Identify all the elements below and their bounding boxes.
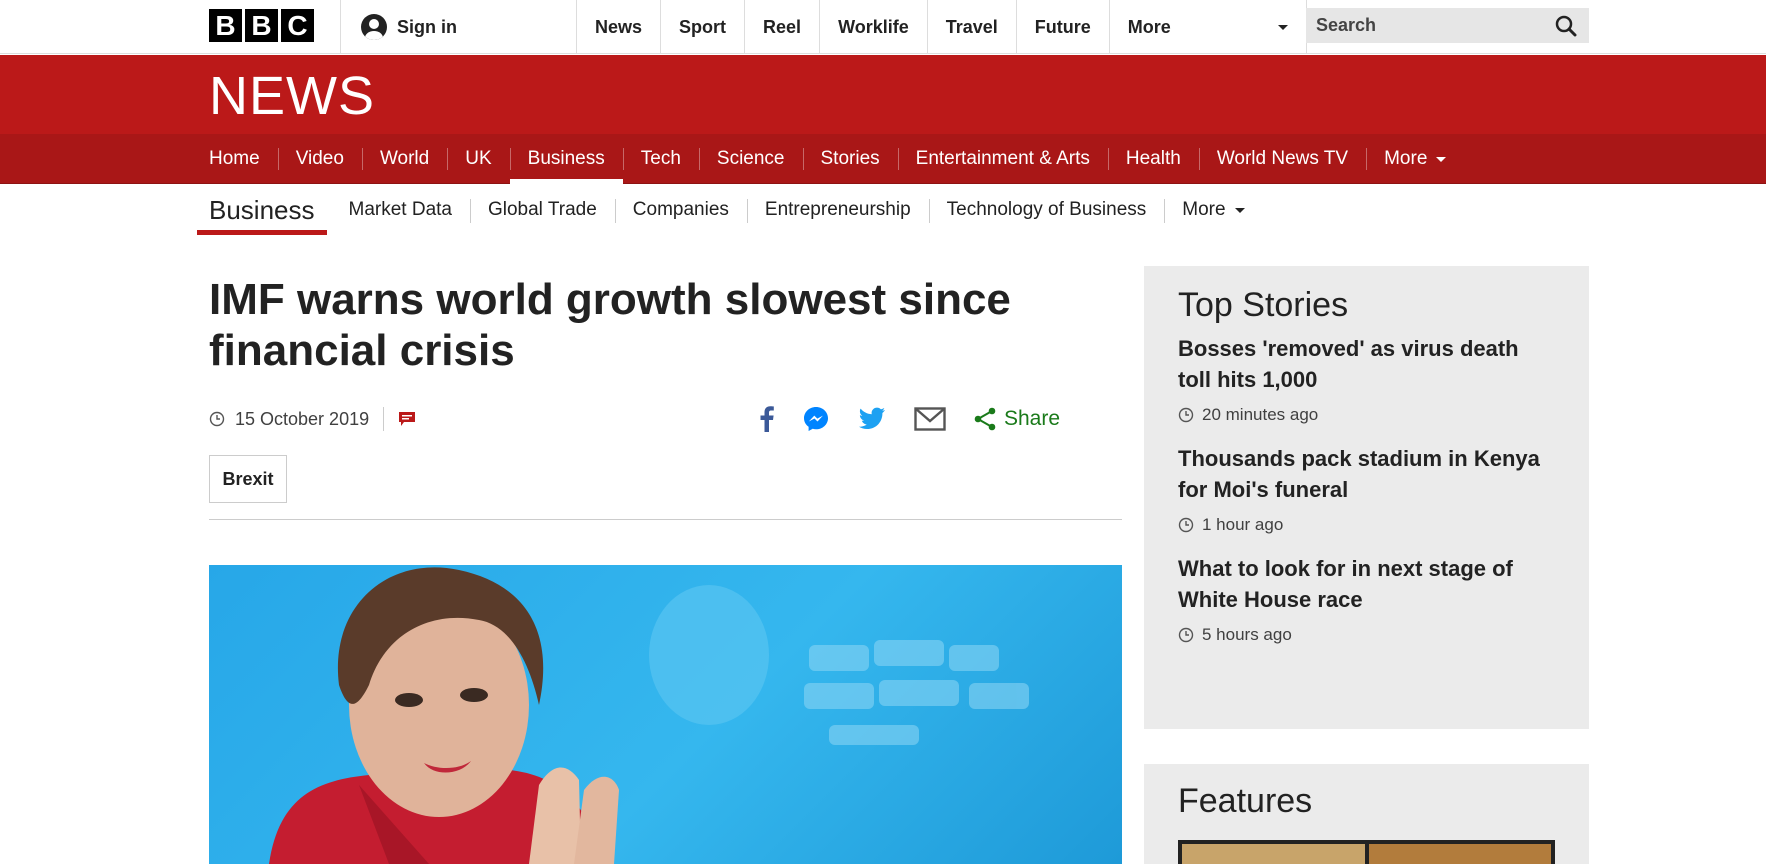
bbc-logo-letter: B <box>245 9 278 42</box>
subnav-more-label: More <box>1182 199 1226 220</box>
comments-icon[interactable] <box>398 411 416 427</box>
list-item[interactable]: Thousands pack stadium in Kenya for Moi'… <box>1178 443 1555 535</box>
top-nav-reel[interactable]: Reel <box>744 0 819 54</box>
bbc-logo-letter: B <box>209 9 242 42</box>
main-nav: Home Video World UK Business Tech Scienc… <box>191 134 1464 184</box>
news-logo[interactable]: NEWS <box>209 66 375 126</box>
nav-business[interactable]: Business <box>509 134 623 184</box>
divider <box>340 0 341 54</box>
subnav-market-data[interactable]: Market Data <box>348 199 452 220</box>
share-button[interactable]: Share <box>974 407 1060 431</box>
top-nav: News Sport Reel Worklife Travel Future M… <box>576 0 1307 54</box>
story-timestamp: 5 hours ago <box>1178 625 1555 645</box>
article-date: 15 October 2019 <box>235 408 370 429</box>
nav-stories[interactable]: Stories <box>802 134 898 184</box>
section-title[interactable]: Business <box>197 184 327 236</box>
story-time: 1 hour ago <box>1202 515 1284 534</box>
subnav-global-trade[interactable]: Global Trade <box>469 199 615 223</box>
nav-more-label: More <box>1384 148 1428 169</box>
nav-world-news-tv[interactable]: World News TV <box>1198 134 1366 184</box>
article-image <box>209 565 1122 864</box>
clock-icon <box>1178 627 1194 643</box>
bbc-top-bar: B B C Sign in News Sport Reel Worklife T… <box>0 0 1766 54</box>
story-timestamp: 20 minutes ago <box>1178 405 1555 425</box>
top-nav-future[interactable]: Future <box>1015 0 1109 54</box>
nav-home[interactable]: Home <box>209 148 260 169</box>
share-tools: Share <box>760 402 1060 436</box>
divider <box>209 519 1122 520</box>
top-stories-heading: Top Stories <box>1178 286 1349 324</box>
features-panel: Features <box>1144 764 1589 864</box>
top-nav-news[interactable]: News <box>576 0 660 54</box>
article-meta: 15 October 2019 <box>209 406 416 432</box>
chevron-down-icon <box>1234 207 1245 213</box>
divider <box>383 407 385 431</box>
story-title[interactable]: Thousands pack stadium in Kenya for Moi'… <box>1178 446 1540 502</box>
email-icon[interactable] <box>914 407 946 431</box>
facebook-icon[interactable] <box>760 406 774 432</box>
clock-icon <box>1178 517 1194 533</box>
clock-icon <box>1178 407 1194 423</box>
feature-thumbnail[interactable] <box>1178 840 1555 864</box>
feature-image <box>1182 844 1365 864</box>
top-nav-more-label: More <box>1127 16 1171 37</box>
news-nav-bar: Home Video World UK Business Tech Scienc… <box>0 134 1766 184</box>
nav-more[interactable]: More <box>1366 134 1464 184</box>
subnav-companies[interactable]: Companies <box>614 199 747 223</box>
user-icon <box>361 14 387 40</box>
top-nav-worklife[interactable]: Worklife <box>819 0 927 54</box>
story-title[interactable]: What to look for in next stage of White … <box>1178 556 1513 612</box>
feature-image <box>1368 844 1551 864</box>
search-placeholder: Search <box>1316 15 1377 35</box>
sign-in-label: Sign in <box>397 16 457 37</box>
top-stories-panel: Top Stories Bosses 'removed' as virus de… <box>1144 266 1589 729</box>
news-banner: NEWS <box>0 55 1766 134</box>
story-title[interactable]: Bosses 'removed' as virus death toll hit… <box>1178 336 1519 392</box>
nav-health[interactable]: Health <box>1107 134 1199 184</box>
chevron-down-icon <box>1277 24 1288 30</box>
share-label: Share <box>1004 407 1061 430</box>
bbc-logo[interactable]: B B C <box>209 9 314 42</box>
clock-icon <box>209 411 225 427</box>
top-nav-sport[interactable]: Sport <box>660 0 744 54</box>
bbc-logo-letter: C <box>281 9 314 42</box>
nav-video[interactable]: Video <box>277 134 362 184</box>
messenger-icon[interactable] <box>802 405 830 433</box>
top-nav-more[interactable]: More <box>1108 0 1307 54</box>
article-image-photo <box>269 567 1029 864</box>
share-icon <box>974 407 996 431</box>
twitter-icon[interactable] <box>858 407 886 431</box>
nav-entertainment-arts[interactable]: Entertainment & Arts <box>897 134 1108 184</box>
subnav-entrepreneurship[interactable]: Entrepreneurship <box>746 199 929 223</box>
chevron-down-icon <box>1436 156 1447 162</box>
nav-science[interactable]: Science <box>698 134 803 184</box>
list-item[interactable]: What to look for in next stage of White … <box>1178 553 1555 645</box>
subnav-more[interactable]: More <box>1164 199 1262 223</box>
topic-tag-brexit[interactable]: Brexit <box>209 455 287 503</box>
business-subnav: Business Market Data Global Trade Compan… <box>197 184 1263 236</box>
story-time: 20 minutes ago <box>1202 405 1319 424</box>
search-input[interactable]: Search <box>1306 8 1589 43</box>
nav-tech[interactable]: Tech <box>622 134 699 184</box>
nav-uk[interactable]: UK <box>447 134 509 184</box>
list-item[interactable]: Bosses 'removed' as virus death toll hit… <box>1178 333 1555 425</box>
features-heading: Features <box>1178 782 1313 820</box>
story-timestamp: 1 hour ago <box>1178 515 1555 535</box>
search-icon[interactable] <box>1555 15 1577 37</box>
story-time: 5 hours ago <box>1202 625 1292 644</box>
top-nav-travel[interactable]: Travel <box>926 0 1016 54</box>
article-headline: IMF warns world growth slowest since fin… <box>209 275 1011 375</box>
subnav-technology-of-business[interactable]: Technology of Business <box>928 199 1165 223</box>
sign-in-button[interactable]: Sign in <box>361 12 457 42</box>
nav-world[interactable]: World <box>361 134 447 184</box>
